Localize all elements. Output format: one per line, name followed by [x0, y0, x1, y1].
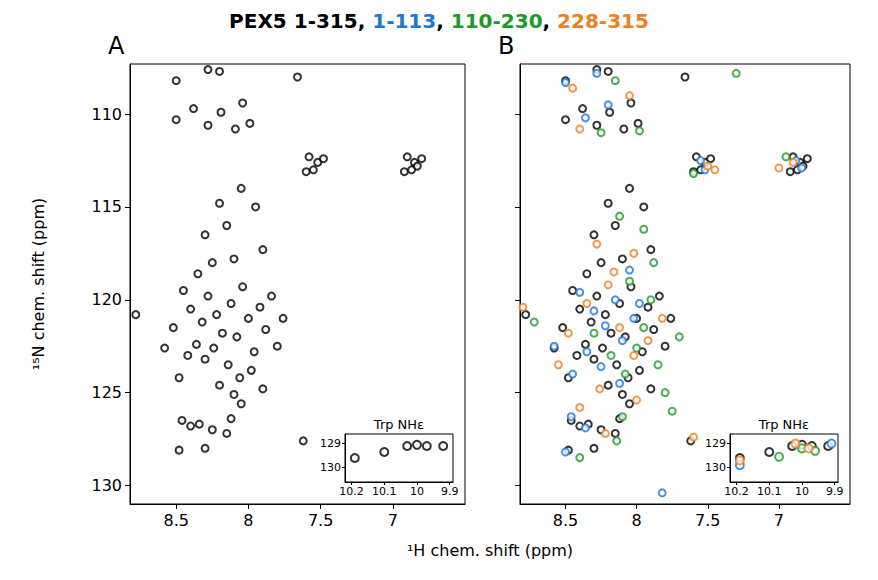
svg-text:125: 125 — [91, 383, 122, 402]
svg-text:110-230: 110-230 — [451, 9, 543, 33]
svg-text:PEX5 1-315,: PEX5 1-315, — [229, 9, 372, 33]
svg-text:B: B — [498, 32, 514, 60]
svg-text:7.5: 7.5 — [308, 511, 333, 530]
svg-text:9.9: 9.9 — [441, 485, 459, 498]
svg-text:7.5: 7.5 — [695, 511, 720, 530]
svg-text:8: 8 — [243, 511, 253, 530]
svg-text:10.1: 10.1 — [757, 485, 782, 498]
svg-text:130: 130 — [320, 461, 341, 474]
svg-text:,: , — [543, 9, 558, 33]
svg-text:8: 8 — [632, 511, 642, 530]
svg-text:9.9: 9.9 — [826, 485, 844, 498]
svg-text:10: 10 — [795, 485, 809, 498]
svg-text:130: 130 — [91, 476, 122, 495]
svg-text:A: A — [108, 32, 125, 60]
svg-text:10.2: 10.2 — [339, 485, 364, 498]
svg-text:,: , — [436, 9, 451, 33]
svg-text:120: 120 — [91, 290, 122, 309]
svg-text:¹⁵N chem. shift (ppm): ¹⁵N chem. shift (ppm) — [29, 198, 48, 370]
svg-text:228-315: 228-315 — [557, 9, 649, 33]
svg-text:Trp NHε: Trp NHε — [758, 417, 809, 432]
svg-text:10.1: 10.1 — [372, 485, 397, 498]
svg-text:Trp NHε: Trp NHε — [373, 417, 424, 432]
svg-text:7: 7 — [388, 511, 398, 530]
svg-text:110: 110 — [91, 105, 122, 124]
svg-text:10: 10 — [410, 485, 424, 498]
svg-text:1-113: 1-113 — [372, 9, 436, 33]
svg-text:10.2: 10.2 — [724, 485, 749, 498]
svg-text:¹H chem. shift (ppm): ¹H chem. shift (ppm) — [407, 541, 573, 560]
svg-text:129: 129 — [320, 437, 341, 450]
svg-text:129: 129 — [705, 437, 726, 450]
svg-text:8.5: 8.5 — [163, 511, 188, 530]
svg-text:8.5: 8.5 — [553, 511, 578, 530]
svg-text:7: 7 — [774, 511, 784, 530]
svg-text:115: 115 — [91, 197, 122, 216]
svg-text:130: 130 — [705, 461, 726, 474]
